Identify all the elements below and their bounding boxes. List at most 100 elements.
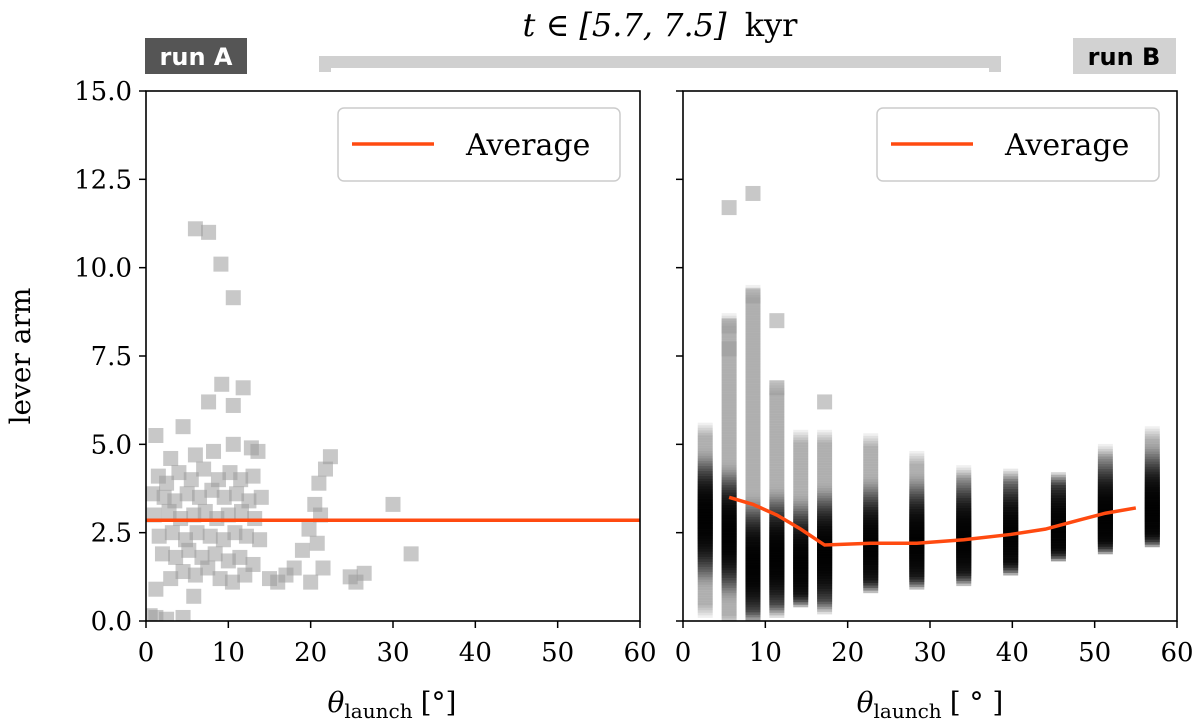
scatter-point — [721, 396, 737, 412]
badge-run-a-bg — [145, 38, 247, 74]
scatter-point — [197, 503, 213, 519]
scatter-point — [863, 514, 879, 530]
scatter-point — [721, 414, 737, 430]
scatter-point — [1144, 451, 1160, 467]
scatter-point — [1003, 473, 1019, 489]
run-b-axes: 0 10 20 30 40 50 60 Average — [675, 90, 1194, 668]
scatter-point — [1097, 489, 1113, 505]
scatter-point — [175, 419, 191, 435]
x-tick-label: 40 — [996, 638, 1029, 668]
scatter-point — [769, 587, 785, 603]
badge-run-a-label: run A — [160, 43, 233, 71]
scatter-point — [909, 458, 925, 474]
scatter-point — [1097, 491, 1113, 507]
scatter-point — [721, 474, 737, 490]
scatter-point — [697, 585, 713, 601]
scatter-point — [721, 358, 737, 374]
scatter-point — [745, 305, 761, 321]
scatter-point — [721, 431, 737, 447]
legend-label: Average — [465, 128, 590, 163]
scatter-point — [697, 470, 713, 486]
scatter-point — [769, 486, 785, 502]
scatter-point — [1097, 494, 1113, 510]
scatter-point — [721, 446, 737, 462]
scatter-point — [769, 438, 785, 454]
scatter-point — [1097, 448, 1113, 464]
scatter-point — [1144, 441, 1160, 457]
scatter-point — [863, 524, 879, 540]
scatter-point — [697, 595, 713, 611]
x-tick-label: 40 — [459, 638, 492, 668]
scatter-point — [817, 467, 833, 483]
scatter-point — [721, 550, 737, 566]
scatter-point — [697, 430, 713, 446]
scatter-point — [216, 489, 232, 505]
scatter-point — [697, 465, 713, 481]
scatter-point — [745, 526, 761, 542]
x-tick-label: 60 — [1160, 638, 1193, 668]
scatter-point — [721, 510, 737, 526]
scatter-point — [1144, 532, 1160, 548]
scatter-point — [745, 426, 761, 442]
scatter-point — [769, 499, 785, 515]
scatter-point — [769, 602, 785, 618]
scatter-point — [721, 593, 737, 609]
scatter-point — [187, 567, 203, 583]
x-tick-label: 20 — [831, 638, 864, 668]
scatter-point — [163, 571, 179, 587]
scatter-point — [1003, 486, 1019, 502]
time-range-label: t ∈ [5.7, 7.5] kyr — [523, 6, 799, 44]
scatter-point — [721, 424, 737, 440]
scatter-point — [793, 478, 809, 494]
scatter-point — [793, 462, 809, 478]
scatter-point — [793, 490, 809, 506]
scatter-point — [309, 535, 325, 551]
scatter-point — [956, 513, 972, 529]
scatter-point — [863, 453, 879, 469]
scatter-point — [817, 465, 833, 481]
scatter-point — [721, 426, 737, 442]
scatter-point — [956, 487, 972, 503]
scatter-point — [793, 434, 809, 450]
scatter-point — [909, 478, 925, 494]
scatter-point — [769, 403, 785, 419]
scatter-point — [793, 429, 809, 445]
scatter-point — [817, 500, 833, 516]
run-a-xlabel-main: θ — [328, 686, 345, 719]
scatter-point — [697, 536, 713, 552]
scatter-point — [745, 332, 761, 348]
scatter-point — [956, 480, 972, 496]
scatter-point — [745, 516, 761, 532]
scatter-point — [189, 525, 205, 541]
scatter-point — [721, 409, 737, 425]
scatter-point — [1144, 486, 1160, 502]
scatter-point — [956, 490, 972, 506]
scatter-point — [721, 472, 737, 488]
scatter-point — [721, 391, 737, 407]
scatter-point — [721, 444, 737, 460]
scatter-point — [745, 385, 761, 401]
scatter-point — [1144, 489, 1160, 505]
scatter-point — [863, 484, 879, 500]
time-range-prefix: t ∈ [5.7, 7.5] — [523, 6, 728, 44]
scatter-point — [1144, 491, 1160, 507]
scatter-point — [159, 611, 175, 621]
scatter-point — [745, 483, 761, 499]
scatter-point — [286, 560, 302, 576]
scatter-point — [745, 395, 761, 411]
scatter-point — [817, 591, 833, 607]
scatter-point — [956, 563, 972, 579]
scatter-point — [1003, 512, 1019, 528]
scatter-point — [769, 428, 785, 444]
scatter-point — [769, 595, 785, 611]
scatter-point — [1003, 504, 1019, 520]
scatter-point — [769, 532, 785, 548]
scatter-point — [863, 578, 879, 594]
scatter-point — [817, 452, 833, 468]
scatter-point — [1097, 486, 1113, 502]
scatter-point — [817, 571, 833, 587]
scatter-point — [863, 458, 879, 474]
scatter-point — [232, 549, 248, 565]
scatter-point — [793, 582, 809, 598]
scatter-point — [1003, 491, 1019, 507]
